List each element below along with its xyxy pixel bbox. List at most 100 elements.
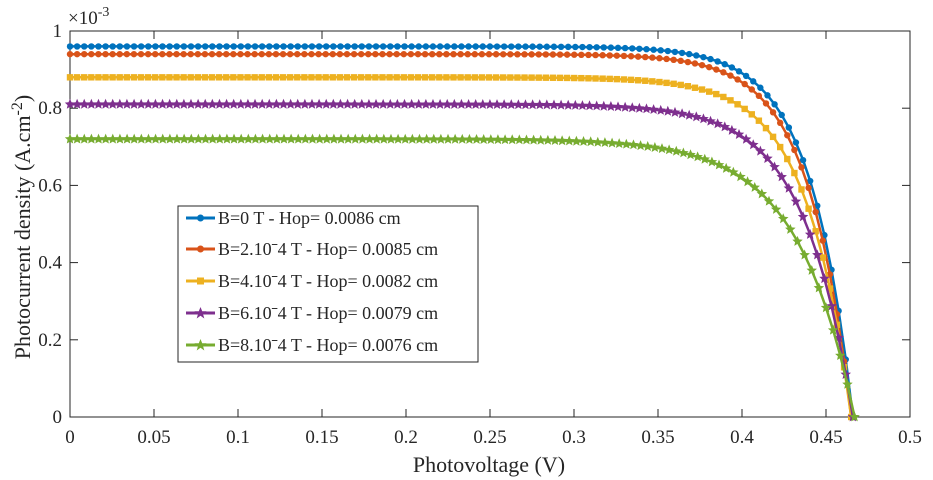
data-point <box>370 98 382 109</box>
data-point <box>271 133 283 144</box>
data-point <box>223 74 230 81</box>
data-point <box>407 50 415 58</box>
data-point <box>577 100 588 110</box>
data-point <box>143 133 154 144</box>
data-point <box>64 98 76 109</box>
data-point <box>720 93 727 101</box>
data-point <box>221 98 232 109</box>
data-point <box>677 81 684 89</box>
data-point <box>208 50 216 58</box>
data-point <box>734 76 741 83</box>
data-point <box>671 48 679 56</box>
data-point <box>641 103 652 114</box>
data-point <box>301 43 309 50</box>
data-point <box>280 43 287 50</box>
data-point <box>123 43 131 50</box>
data-point <box>372 43 380 50</box>
data-point <box>194 50 202 58</box>
data-point <box>372 74 379 81</box>
data-point <box>100 98 111 109</box>
data-point <box>137 50 145 58</box>
legend-marker-1 <box>197 214 204 222</box>
data-point <box>762 100 770 107</box>
data-point <box>363 98 375 109</box>
data-point <box>377 98 389 109</box>
data-point <box>272 74 280 81</box>
data-point <box>564 135 575 146</box>
data-point <box>563 51 571 58</box>
data-point <box>705 88 713 95</box>
data-point <box>230 74 237 81</box>
data-point <box>357 133 368 144</box>
data-point <box>735 171 746 182</box>
data-point <box>642 53 649 61</box>
data-point <box>400 50 407 58</box>
data-point <box>400 74 407 81</box>
data-point <box>664 47 672 55</box>
data-point <box>570 99 581 110</box>
data-point <box>478 51 486 58</box>
data-point <box>684 58 692 66</box>
data-point <box>371 133 382 144</box>
data-point <box>771 101 778 108</box>
data-point <box>223 43 230 50</box>
data-point <box>393 74 400 81</box>
data-point <box>93 133 104 144</box>
data-point <box>194 74 202 81</box>
data-point <box>643 46 650 53</box>
data-point <box>264 98 275 109</box>
data-point <box>535 51 542 58</box>
data-point <box>257 133 268 144</box>
data-point <box>88 74 95 81</box>
data-point <box>563 74 571 82</box>
legend-marker-4 <box>194 307 207 319</box>
data-point <box>470 99 481 109</box>
data-point <box>784 132 791 139</box>
data-point <box>826 285 834 292</box>
data-point <box>436 74 443 81</box>
data-point <box>235 98 246 109</box>
data-point <box>152 43 159 50</box>
data-point <box>81 43 88 50</box>
data-point <box>548 99 560 110</box>
data-point <box>314 133 325 144</box>
data-point <box>322 50 329 58</box>
data-point <box>507 134 518 145</box>
data-point <box>556 51 564 58</box>
data-point <box>244 74 251 81</box>
data-point <box>157 98 168 109</box>
data-point <box>343 74 351 81</box>
data-point <box>508 43 515 50</box>
data-point <box>200 133 211 144</box>
data-point <box>273 43 280 50</box>
data-point <box>379 74 386 81</box>
data-point <box>556 74 564 82</box>
legend-label-5: B=8.10ˉ4 T - Hop= 0.0076 cm <box>218 335 438 355</box>
data-point <box>621 44 629 52</box>
data-point <box>471 134 482 144</box>
data-point <box>684 83 692 90</box>
data-point <box>428 74 436 81</box>
data-point <box>748 86 755 93</box>
data-point <box>578 136 589 146</box>
data-point <box>727 72 734 79</box>
data-point <box>806 177 814 185</box>
data-point <box>798 186 805 193</box>
data-point <box>244 50 251 58</box>
data-point <box>748 139 759 150</box>
data-point <box>95 74 102 81</box>
y-tick-label: 0.4 <box>38 253 62 274</box>
data-point <box>740 133 752 144</box>
data-point <box>464 133 475 144</box>
data-point <box>116 50 123 58</box>
data-point <box>350 133 361 144</box>
data-point <box>215 50 223 58</box>
data-point <box>685 149 696 160</box>
data-point <box>408 43 415 50</box>
data-point <box>66 50 74 58</box>
data-point <box>791 169 798 177</box>
data-point <box>784 155 791 163</box>
data-point <box>763 195 775 206</box>
data-point <box>684 109 695 120</box>
data-point <box>130 43 138 50</box>
